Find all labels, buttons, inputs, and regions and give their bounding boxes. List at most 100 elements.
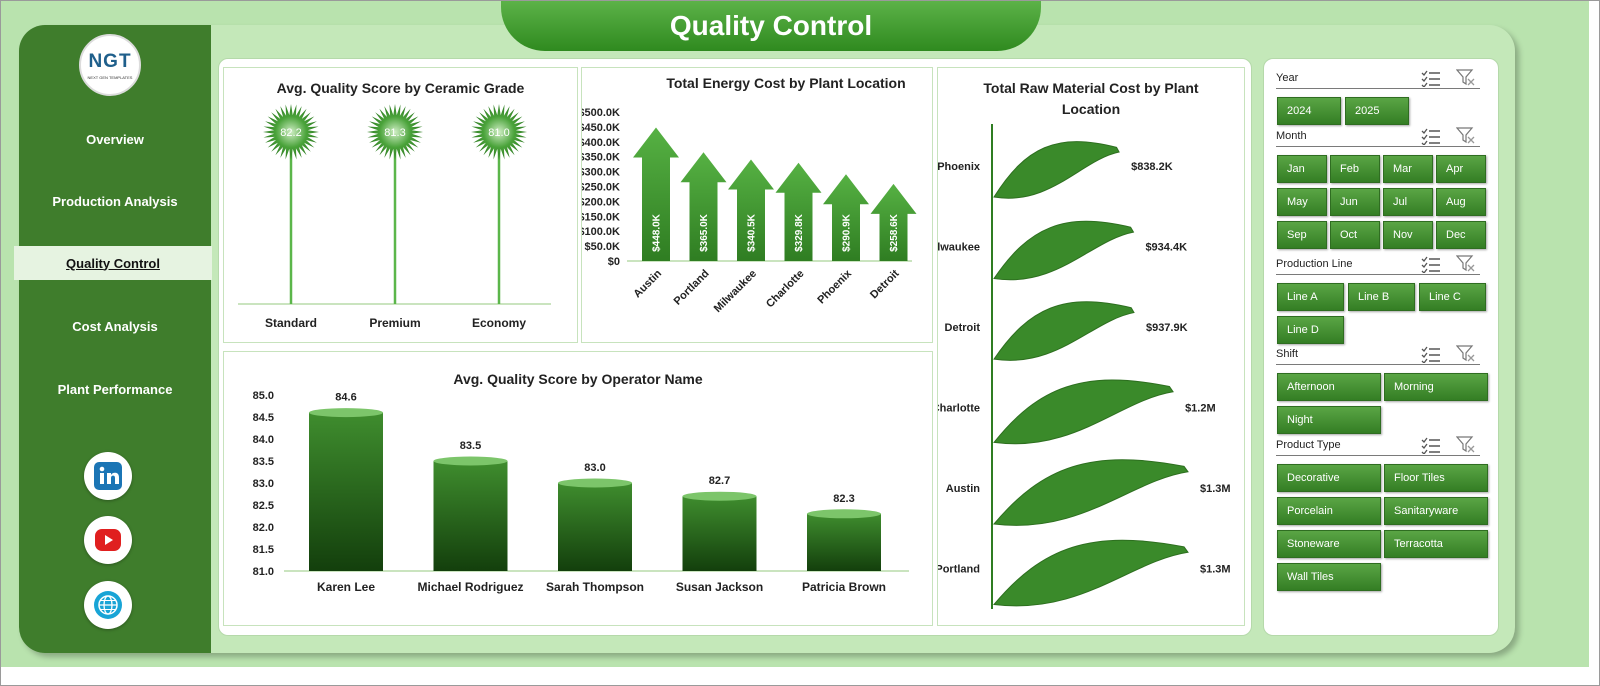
clear-filter-icon[interactable]: [1455, 69, 1476, 87]
globe-icon: [94, 591, 122, 619]
linkedin-icon: [94, 462, 122, 490]
slicer-item[interactable]: Dec: [1436, 221, 1486, 249]
logo-text: NGT: [88, 50, 132, 72]
grade-lollipop-chart: 82.2 Standard 81.3 Premium 81.0 Economy: [238, 104, 551, 330]
y-tick-label: $250.0K: [582, 182, 620, 194]
slicer-item[interactable]: Floor Tiles: [1384, 464, 1488, 492]
company-logo[interactable]: NGT NEXT GEN TEMPLATES: [79, 34, 141, 96]
youtube-icon: [95, 529, 121, 551]
category-label: Standard: [265, 316, 317, 330]
slicer-item[interactable]: Sanitaryware: [1384, 497, 1488, 525]
slicer-item[interactable]: Terracotta: [1384, 530, 1488, 558]
y-tick-label: 85.0: [253, 390, 274, 402]
slicer-item[interactable]: Feb: [1330, 155, 1380, 183]
nav-cost-analysis[interactable]: Cost Analysis: [19, 309, 211, 343]
linkedin-button[interactable]: [84, 452, 132, 500]
operator-quality-chart: 81.0 81.5 82.0 82.5 83.0 83.5 84.0 84.5 85.0 84.6…: [253, 390, 909, 594]
slicer-item[interactable]: Apr: [1436, 155, 1486, 183]
category-label: Phoenix: [815, 267, 854, 306]
category-label: Detroit: [868, 267, 902, 301]
slicer-item[interactable]: Jul: [1383, 188, 1433, 216]
multi-select-icon[interactable]: [1420, 345, 1442, 364]
slicer-item[interactable]: Morning: [1384, 373, 1488, 401]
clear-filter-icon[interactable]: [1455, 127, 1476, 145]
y-tick-label: 83.0: [253, 478, 274, 490]
youtube-button[interactable]: [84, 516, 132, 564]
slicer-tools: [1420, 69, 1476, 90]
flag-bar: [993, 539, 1189, 607]
bar-arrow: [728, 159, 774, 261]
chart-title: Avg. Quality Score by Operator Name: [453, 371, 703, 387]
y-tick-label: $500.0K: [582, 107, 620, 119]
category-label: Portland: [938, 564, 980, 576]
slicer-item[interactable]: Oct: [1330, 221, 1380, 249]
multi-select-icon[interactable]: [1420, 436, 1442, 455]
slicer-item[interactable]: Mar: [1383, 155, 1433, 183]
logo-subtext: NEXT GEN TEMPLATES: [87, 74, 133, 80]
y-tick-label: $450.0K: [582, 122, 620, 134]
slicer-item[interactable]: Afternoon: [1277, 373, 1381, 401]
value-label: 81.3: [384, 127, 405, 139]
value-label: $290.9K: [842, 213, 853, 252]
slicer-item[interactable]: Decorative: [1277, 464, 1381, 492]
y-tick-label: $350.0K: [582, 152, 620, 164]
slicer-item[interactable]: Line B: [1348, 283, 1415, 311]
slicer-header-year: Year: [1276, 69, 1480, 89]
slicer-item[interactable]: Porcelain: [1277, 497, 1381, 525]
nav-overview[interactable]: Overview: [19, 122, 211, 156]
clear-filter-icon[interactable]: [1455, 345, 1476, 363]
slicer-item[interactable]: 2025: [1345, 97, 1409, 125]
chart-card-operator: Avg. Quality Score by Operator Name 81.0…: [223, 351, 933, 626]
slicer-item[interactable]: Nov: [1383, 221, 1433, 249]
slicer-header-month: Month: [1276, 127, 1480, 147]
flag-bar: [993, 220, 1135, 281]
nav-label: Plant Performance: [57, 381, 173, 397]
y-tick-label: 81.0: [253, 566, 274, 578]
slicer-item[interactable]: Night: [1277, 406, 1381, 434]
nav-production-analysis[interactable]: Production Analysis: [19, 184, 211, 218]
slicer-item[interactable]: Line D: [1277, 316, 1344, 344]
slicer-item[interactable]: Jan: [1277, 155, 1327, 183]
slicer-item[interactable]: Jun: [1330, 188, 1380, 216]
slicer-item[interactable]: Line C: [1419, 283, 1486, 311]
value-label: $365.0K: [699, 213, 710, 252]
flag-bar: [993, 141, 1120, 199]
y-tick-label: $200.0K: [582, 196, 620, 208]
nav-label: Cost Analysis: [72, 318, 158, 334]
category-label: Charlotte: [764, 268, 807, 311]
category-label: Sarah Thompson: [546, 580, 644, 594]
category-label: Austin: [631, 267, 664, 300]
clear-filter-icon[interactable]: [1455, 436, 1476, 454]
value-label: 82.3: [833, 493, 854, 505]
y-tick-label: 82.5: [253, 500, 274, 512]
y-tick-label: 82.0: [253, 522, 274, 534]
nav-label: Quality Control: [66, 255, 160, 271]
slicer-item[interactable]: Aug: [1436, 188, 1486, 216]
y-tick-label: 81.5: [253, 544, 274, 556]
category-label: Detroit: [945, 322, 981, 334]
y-tick-label: 84.0: [253, 434, 274, 446]
value-label: $340.5K: [747, 213, 758, 252]
category-label: Michael Rodriguez: [417, 580, 523, 594]
nav-quality-control[interactable]: Quality Control: [14, 246, 212, 280]
slicer-item[interactable]: May: [1277, 188, 1327, 216]
title-banner: Quality Control: [501, 1, 1041, 51]
multi-select-icon[interactable]: [1420, 69, 1442, 88]
clear-filter-icon[interactable]: [1455, 255, 1476, 273]
website-button[interactable]: [84, 581, 132, 629]
multi-select-icon[interactable]: [1420, 127, 1442, 146]
slicer-item[interactable]: Line A: [1277, 283, 1344, 311]
slicer-item[interactable]: 2024: [1277, 97, 1341, 125]
bar-cap: [309, 408, 383, 418]
slicer-tools: [1420, 345, 1476, 366]
nav-plant-performance[interactable]: Plant Performance: [19, 372, 211, 406]
chart-title: Avg. Quality Score by Ceramic Grade: [276, 80, 525, 96]
flag-bar: [993, 379, 1174, 445]
multi-select-icon[interactable]: [1420, 255, 1442, 274]
value-label: 82.7: [709, 475, 730, 487]
slicer-item[interactable]: Stoneware: [1277, 530, 1381, 558]
slicer-item[interactable]: Sep: [1277, 221, 1327, 249]
energy-cost-chart: $0 $50.0K $100.0K $150.0K $200.0K $250.0K $300…: [582, 107, 917, 315]
chart-card-energy: Total Energy Cost by Plant Location $0 $5…: [581, 67, 933, 343]
slicer-item[interactable]: Wall Tiles: [1277, 563, 1381, 591]
